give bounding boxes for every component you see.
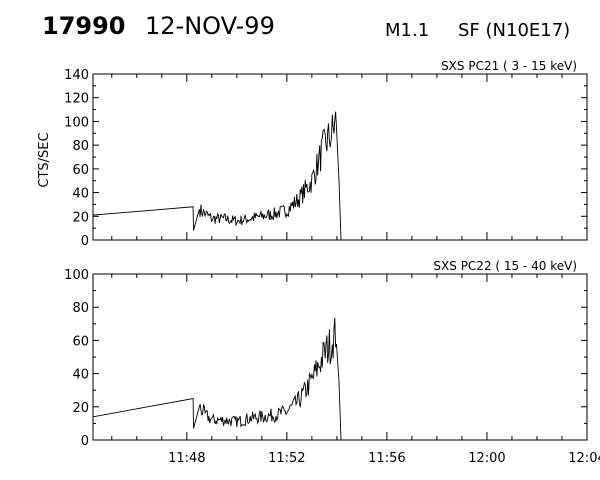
y-tick-label: 100: [64, 268, 89, 283]
event-id: 17990: [42, 12, 126, 40]
goes-class: M1.1: [385, 20, 430, 41]
y-tick-label: 60: [72, 334, 89, 349]
y-tick-label: 20: [72, 210, 89, 225]
y-tick-label: 140: [64, 68, 89, 83]
event-date: 12-NOV-99: [145, 12, 275, 40]
x-tick-label: 11:48: [168, 451, 205, 466]
panel-title: SXS PC21 ( 3 - 15 keV): [441, 59, 577, 73]
x-tick-label: 11:56: [368, 451, 405, 466]
flare-location: SF (N10E17): [458, 20, 571, 41]
series-line: [92, 317, 342, 441]
y-tick-label: 0: [81, 234, 89, 249]
y-tick-label: 60: [72, 163, 89, 178]
x-tick-label: 12:00: [468, 451, 505, 466]
y-tick-label: 40: [72, 368, 89, 383]
y-tick-label: 40: [72, 187, 89, 202]
y-tick-label: 20: [72, 401, 89, 416]
y-tick-label: 80: [72, 139, 89, 154]
x-tick-label: 11:52: [268, 451, 305, 466]
series-line: [92, 111, 342, 241]
panel-title: SXS PC22 ( 15 - 40 keV): [433, 259, 577, 273]
y-tick-label: 100: [64, 115, 89, 130]
y-axis-label: CTS/SEC: [37, 132, 52, 187]
y-tick-label: 0: [81, 434, 89, 449]
x-tick-label: 12:04: [568, 451, 600, 466]
y-tick-label: 120: [64, 92, 89, 107]
y-tick-label: 80: [72, 301, 89, 316]
